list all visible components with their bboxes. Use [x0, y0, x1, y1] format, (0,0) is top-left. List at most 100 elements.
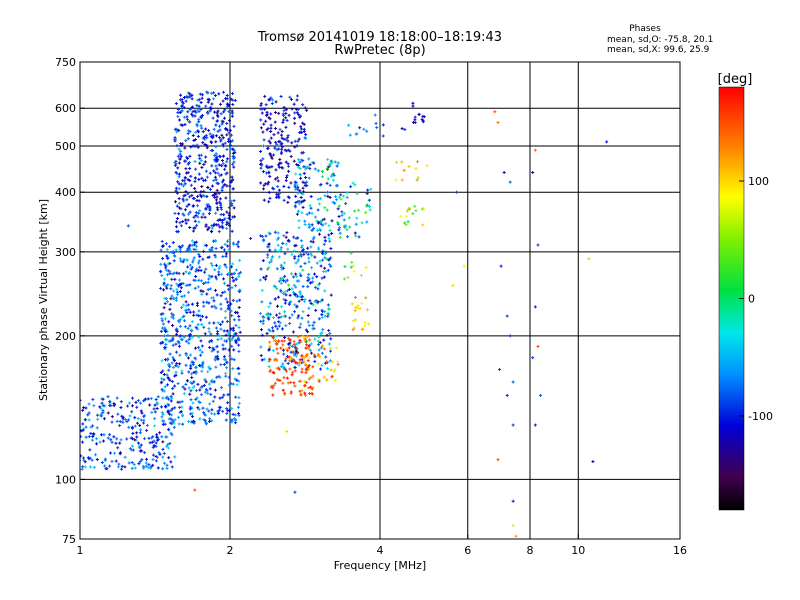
data-point — [225, 184, 229, 188]
data-point — [310, 392, 314, 396]
data-point — [234, 339, 238, 343]
data-point — [217, 408, 221, 412]
data-point — [216, 158, 220, 162]
data-point — [328, 347, 332, 351]
data-point — [187, 308, 191, 312]
data-point — [213, 253, 217, 257]
data-point — [323, 310, 327, 314]
data-point — [287, 169, 291, 173]
phase-stats: Phases mean, sd,O: -75.8, 20.1 mean, sd,… — [607, 24, 713, 55]
data-point — [216, 109, 220, 113]
data-point — [207, 365, 211, 369]
data-point — [178, 362, 182, 366]
data-point — [185, 118, 189, 122]
data-point — [224, 254, 228, 258]
data-point — [205, 292, 209, 296]
data-point — [321, 258, 325, 262]
data-point — [269, 126, 273, 130]
data-point — [260, 163, 264, 167]
data-point — [213, 395, 217, 399]
data-point — [313, 360, 317, 364]
data-point — [305, 108, 309, 112]
data-point — [227, 383, 231, 387]
data-point — [218, 128, 222, 132]
data-point — [176, 292, 180, 296]
data-point — [272, 133, 276, 137]
data-point — [329, 368, 333, 372]
data-point — [197, 220, 201, 224]
data-point — [293, 255, 297, 259]
data-point — [177, 187, 181, 191]
data-point — [214, 306, 218, 310]
data-point — [201, 130, 205, 134]
data-point — [269, 96, 273, 100]
data-point — [268, 312, 272, 316]
data-point — [165, 338, 169, 342]
data-point — [220, 224, 224, 228]
data-point — [271, 335, 275, 339]
data-point — [332, 369, 336, 373]
data-point — [178, 247, 182, 251]
data-point — [185, 115, 189, 119]
data-point — [192, 247, 196, 251]
data-point — [161, 467, 165, 471]
data-point — [280, 145, 284, 149]
data-point — [214, 223, 218, 227]
data-point — [325, 208, 329, 212]
data-point — [270, 326, 274, 330]
data-point — [214, 123, 218, 127]
data-point — [294, 292, 298, 296]
data-point — [225, 407, 229, 411]
data-point — [176, 365, 180, 369]
data-point — [185, 379, 189, 383]
data-point — [201, 300, 205, 304]
data-point — [218, 405, 222, 409]
data-point — [205, 407, 209, 411]
data-point — [295, 275, 299, 279]
data-point — [406, 220, 410, 224]
data-point — [222, 329, 226, 333]
data-point — [200, 350, 204, 354]
data-point — [209, 229, 213, 233]
data-point — [80, 435, 83, 439]
data-point — [218, 197, 222, 201]
data-point — [179, 410, 183, 414]
data-point — [167, 456, 171, 460]
data-point — [167, 376, 171, 380]
data-point — [368, 205, 372, 209]
data-point — [213, 412, 217, 416]
data-point — [219, 302, 223, 306]
data-point — [345, 228, 349, 232]
data-point — [368, 208, 372, 212]
data-point — [220, 186, 224, 190]
data-point — [238, 330, 242, 334]
data-point — [336, 362, 340, 366]
data-point — [223, 242, 227, 246]
data-point — [171, 272, 175, 276]
data-point — [268, 152, 272, 156]
data-point — [232, 279, 236, 283]
data-point — [329, 349, 333, 353]
data-point — [203, 160, 207, 164]
data-point — [165, 300, 169, 304]
data-point — [103, 464, 107, 468]
data-point — [190, 406, 194, 410]
data-point — [301, 205, 305, 209]
data-point — [208, 171, 212, 175]
data-point — [234, 323, 238, 327]
y-tick-label: 100 — [55, 473, 76, 486]
data-point — [299, 125, 303, 129]
data-point — [381, 134, 385, 138]
data-point — [175, 144, 179, 148]
data-point — [223, 167, 227, 171]
chart-subtitle: RwPretec (8p) — [334, 43, 425, 58]
data-point — [74, 410, 77, 413]
data-point — [220, 221, 224, 225]
data-point — [92, 432, 96, 436]
data-point — [261, 157, 265, 161]
data-point — [200, 93, 204, 97]
data-point — [267, 231, 271, 235]
data-point — [320, 218, 324, 222]
data-point — [355, 192, 359, 196]
data-point — [199, 195, 203, 199]
